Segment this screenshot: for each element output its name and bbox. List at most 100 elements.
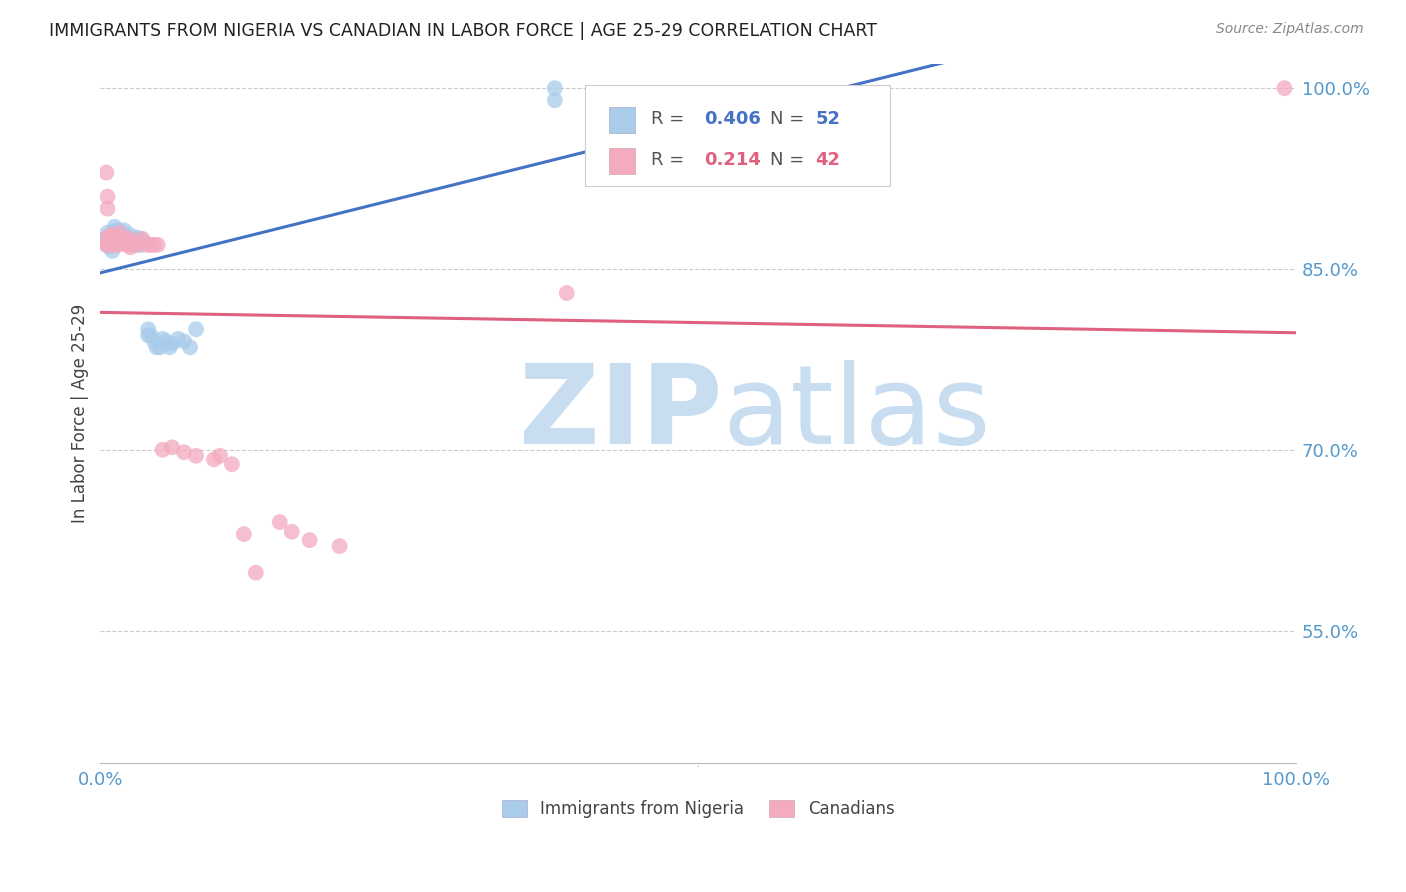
Text: R =: R = (651, 151, 695, 169)
Point (101, 226, 124, 240)
Point (544, 93, 567, 107)
Text: N =: N = (770, 151, 810, 169)
Point (120, 240, 142, 254)
Point (100, 232, 122, 246)
Point (104, 237, 127, 252)
Point (104, 232, 127, 246)
Point (269, 515, 291, 529)
Point (173, 334, 195, 349)
Point (152, 442, 174, 457)
Text: 0.214: 0.214 (704, 151, 761, 169)
Point (98, 237, 121, 252)
Point (184, 449, 207, 463)
Point (160, 336, 183, 351)
Point (136, 322, 159, 336)
Point (101, 228, 124, 243)
Text: atlas: atlas (723, 360, 991, 467)
Point (121, 237, 143, 252)
Point (97, 235, 120, 250)
Point (111, 230, 134, 244)
Point (146, 237, 169, 252)
Point (136, 237, 159, 252)
Point (128, 232, 150, 246)
Point (145, 340, 167, 354)
Point (121, 232, 143, 246)
Point (111, 226, 134, 240)
Point (555, 286, 578, 301)
Point (112, 223, 135, 237)
Point (112, 232, 135, 246)
Point (329, 539, 352, 553)
Y-axis label: In Labor Force | Age 25-29: In Labor Force | Age 25-29 (72, 304, 89, 524)
Point (107, 223, 129, 237)
Point (143, 237, 166, 252)
Point (110, 235, 132, 250)
Point (96, 202, 118, 216)
Point (125, 237, 148, 252)
Text: N =: N = (770, 110, 810, 128)
Point (298, 533, 321, 548)
Point (112, 232, 135, 246)
Point (143, 334, 166, 349)
Point (160, 441, 183, 455)
Point (103, 230, 125, 244)
Point (179, 340, 201, 354)
Point (111, 232, 134, 246)
Point (136, 328, 159, 343)
Point (117, 232, 139, 246)
Point (152, 332, 174, 346)
Point (115, 237, 138, 252)
Point (104, 219, 127, 234)
Point (122, 235, 145, 250)
Point (101, 232, 124, 246)
Point (103, 228, 125, 243)
Point (96, 232, 118, 246)
Point (105, 228, 128, 243)
Text: 42: 42 (815, 151, 841, 169)
Text: R =: R = (651, 110, 689, 128)
Text: 52: 52 (815, 110, 841, 128)
Point (134, 235, 156, 250)
Point (100, 237, 122, 252)
Point (98, 240, 121, 254)
Point (101, 244, 124, 258)
Point (120, 228, 142, 243)
Point (107, 237, 129, 252)
Point (120, 237, 142, 252)
Point (280, 524, 302, 539)
Point (97, 232, 120, 246)
Point (155, 334, 177, 349)
Point (96, 226, 118, 240)
Point (167, 332, 190, 346)
Point (184, 322, 207, 336)
Point (96, 237, 118, 252)
Text: ZIP: ZIP (519, 360, 723, 467)
Point (245, 566, 267, 580)
Point (96, 237, 118, 252)
Point (544, 81, 567, 95)
FancyBboxPatch shape (609, 106, 636, 133)
Point (108, 226, 131, 240)
Point (139, 237, 162, 252)
Point (96, 232, 118, 246)
Text: 0.406: 0.406 (704, 110, 761, 128)
Point (131, 237, 153, 252)
Text: IMMIGRANTS FROM NIGERIA VS CANADIAN IN LABOR FORCE | AGE 25-29 CORRELATION CHART: IMMIGRANTS FROM NIGERIA VS CANADIAN IN L… (49, 22, 877, 40)
Point (127, 230, 149, 244)
Point (221, 457, 243, 471)
Point (115, 235, 138, 250)
Point (139, 328, 162, 343)
Point (118, 232, 141, 246)
FancyBboxPatch shape (585, 85, 890, 186)
Point (131, 232, 153, 246)
Point (159, 340, 181, 354)
Point (104, 232, 127, 246)
Point (96, 189, 118, 203)
Point (208, 449, 231, 463)
Point (98, 228, 121, 243)
Point (128, 237, 150, 252)
Point (173, 445, 195, 459)
Point (232, 527, 254, 541)
Point (1274, 81, 1296, 95)
Point (101, 237, 124, 252)
